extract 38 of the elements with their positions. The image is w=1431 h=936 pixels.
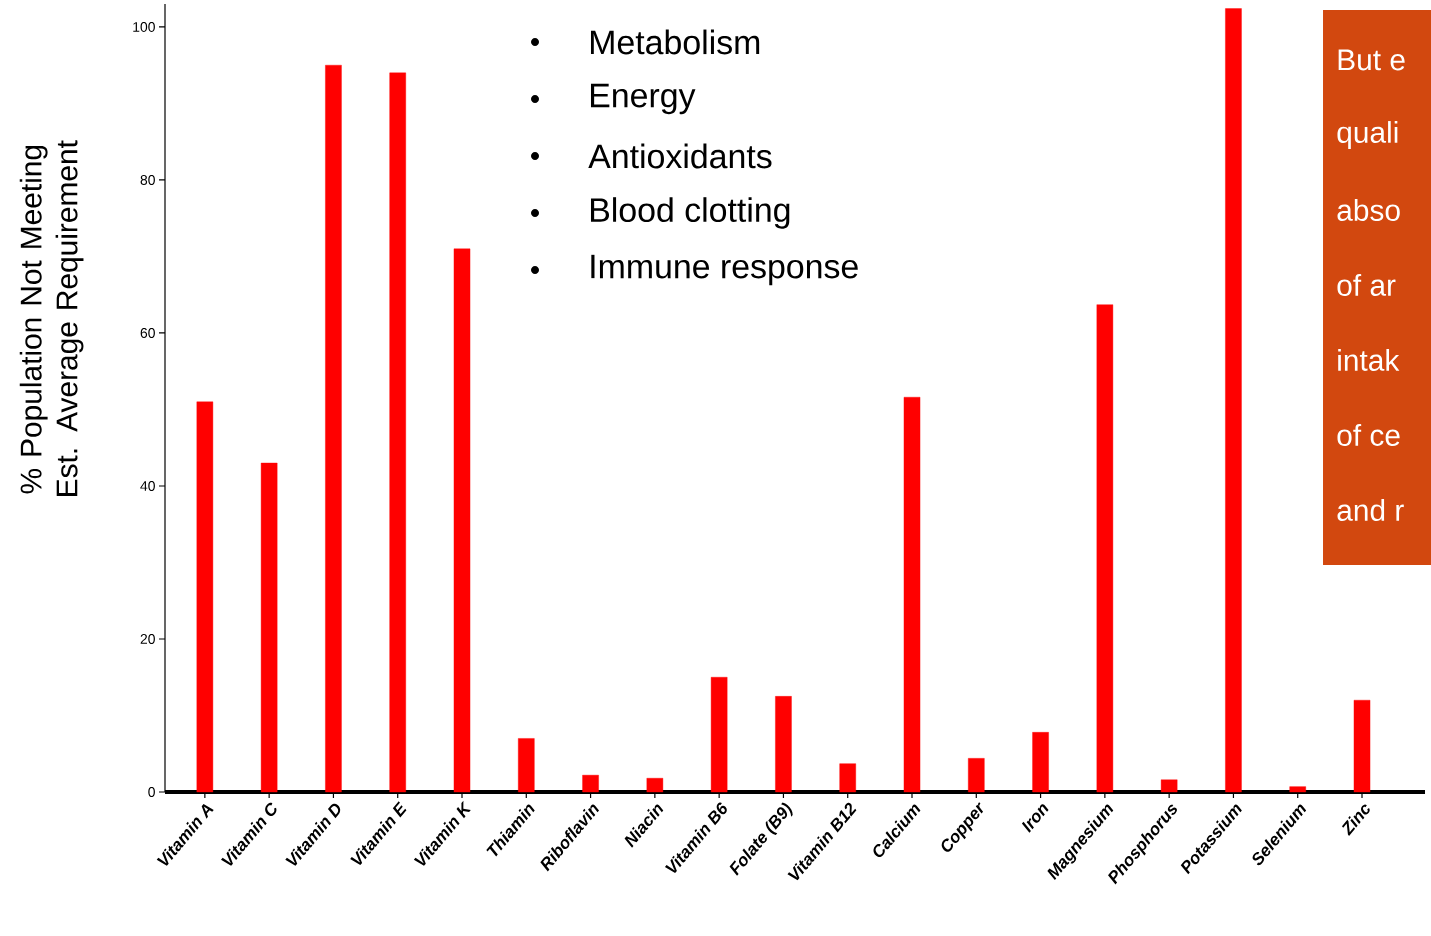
annotation: Antioxidants bbox=[588, 143, 772, 169]
annotation: of ce bbox=[1337, 424, 1400, 446]
annotation: of ar bbox=[1337, 274, 1396, 296]
bar bbox=[260, 462, 278, 793]
bar bbox=[968, 758, 985, 793]
bar bbox=[839, 763, 856, 793]
y-tick-label: 20 bbox=[140, 634, 155, 644]
y-tick-label: 60 bbox=[140, 328, 155, 338]
bar bbox=[710, 677, 728, 793]
bar bbox=[1289, 786, 1306, 793]
annotation: Blood clotting bbox=[590, 197, 790, 229]
bar bbox=[1225, 8, 1242, 793]
annotation: quali bbox=[1337, 121, 1398, 149]
bar bbox=[582, 774, 599, 793]
bar bbox=[1096, 304, 1114, 793]
bar bbox=[196, 401, 214, 793]
bar bbox=[1353, 699, 1371, 793]
annotation: Metabolism bbox=[590, 29, 760, 55]
y-axis-title: % Population Not Meeting Est. Average Requirement bbox=[19, 140, 84, 496]
bar bbox=[453, 248, 471, 793]
annotation: But e bbox=[1338, 49, 1405, 71]
annotation: intak bbox=[1338, 349, 1400, 371]
annotation: Energy bbox=[590, 83, 696, 115]
y-tick-label: 80 bbox=[140, 175, 155, 185]
y-tick-label: 0 bbox=[148, 787, 155, 797]
y-tick-label: 100 bbox=[133, 21, 155, 32]
bar bbox=[903, 397, 921, 793]
y-tick-label: 40 bbox=[140, 481, 155, 491]
annotation: Immune response bbox=[591, 254, 858, 286]
bar bbox=[325, 65, 342, 793]
annotation: abso bbox=[1337, 199, 1400, 221]
annotation: and r bbox=[1337, 499, 1404, 521]
bar bbox=[1032, 732, 1049, 793]
bar bbox=[775, 696, 792, 793]
bar bbox=[389, 72, 406, 793]
bar bbox=[646, 778, 664, 793]
bar bbox=[1160, 779, 1178, 793]
bar bbox=[518, 738, 535, 793]
